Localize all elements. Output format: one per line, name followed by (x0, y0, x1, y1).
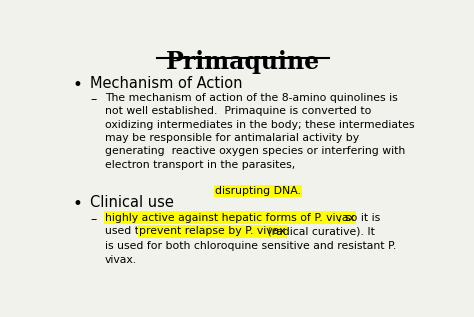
Text: is used for both chloroquine sensitive and resistant P.: is used for both chloroquine sensitive a… (105, 241, 396, 251)
Text: prevent relapse by P. vivax: prevent relapse by P. vivax (139, 226, 286, 236)
Text: disrupting DNA.: disrupting DNA. (215, 186, 301, 196)
Text: –: – (91, 213, 97, 226)
Text: used to: used to (105, 226, 149, 236)
Text: Primaquine: Primaquine (166, 50, 320, 74)
Text: Clinical use: Clinical use (91, 196, 174, 210)
Text: (radical curative). It: (radical curative). It (264, 226, 375, 236)
Text: •: • (72, 76, 82, 94)
Text: Mechanism of Action: Mechanism of Action (91, 76, 243, 91)
Text: The mechanism of action of the 8-amino quinolines is
not well established.  Prim: The mechanism of action of the 8-amino q… (105, 93, 415, 170)
Text: highly active against hepatic forms of P. vivax: highly active against hepatic forms of P… (105, 213, 355, 223)
Text: vivax.: vivax. (105, 255, 137, 265)
Text: –: – (91, 93, 97, 106)
Text: •: • (72, 196, 82, 213)
Text: , so it is: , so it is (337, 213, 380, 223)
